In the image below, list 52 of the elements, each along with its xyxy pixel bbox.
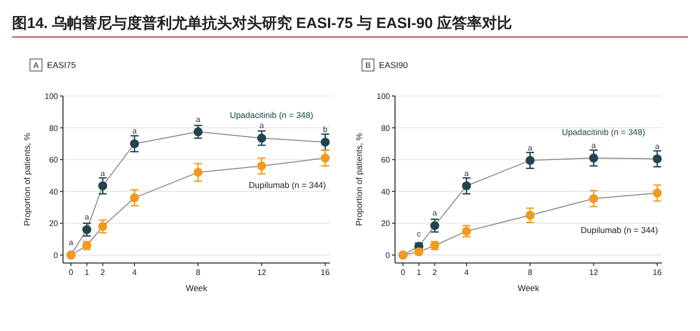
y-tick-label: 40 (381, 187, 391, 196)
x-tick-label: 12 (257, 268, 267, 277)
y-tick-label: 40 (49, 187, 59, 196)
y-tick-label: 60 (381, 156, 391, 165)
chart-subtitle: EASI75 (47, 60, 76, 70)
y-tick-label: 20 (49, 219, 59, 228)
y-tick-label: 0 (386, 251, 391, 260)
text: Upadacitinib (n = 348) (562, 126, 646, 137)
series-label: Dupilumab (n = 344) (248, 180, 326, 190)
chart-title: 图14. 乌帕替尼与度普利尤单抗头对头研究 EASI-75 与 EASI-90 应答率对比 (12, 14, 512, 32)
x-tick-label: 2 (100, 268, 106, 277)
annotation: a (432, 208, 438, 218)
text: A (33, 61, 40, 70)
y-tick-label: 80 (49, 124, 59, 133)
x-tick-label: 0 (68, 268, 74, 277)
y-tick-label: 0 (54, 251, 59, 260)
x-axis-title: Week (186, 283, 208, 293)
annotation: a (464, 168, 470, 178)
chart-subtitle: EASI90 (379, 60, 408, 70)
x-tick-label: 16 (652, 268, 662, 277)
annotation: a (528, 143, 533, 152)
x-tick-label: 4 (132, 268, 138, 277)
annotation: a (591, 141, 596, 150)
y-axis-title: Proportion of patients, % (354, 132, 364, 226)
y-tick-label: 20 (381, 219, 391, 228)
text: B (365, 61, 371, 70)
x-tick-label: 8 (528, 268, 533, 277)
text: Dupilumab (n = 344) (580, 225, 658, 236)
series-label: Upadacitinib (n = 348) (230, 110, 314, 120)
x-tick-label: 4 (464, 268, 470, 277)
y-axis-title: Proportion of patients, % (22, 132, 32, 226)
x-tick-label: 1 (416, 268, 422, 277)
annotation: a (68, 238, 74, 248)
annotation: a (655, 142, 660, 151)
y-tick-label: 60 (49, 156, 59, 165)
annotation: a (132, 126, 138, 136)
annotation: b (323, 125, 328, 134)
y-tick-label: 80 (381, 124, 391, 133)
annotation: a (84, 212, 90, 222)
x-tick-label: 0 (400, 268, 406, 277)
x-tick-label: 1 (84, 268, 90, 277)
y-tick-label: 100 (44, 92, 59, 101)
x-tick-label: 2 (432, 268, 438, 277)
x-tick-label: 12 (589, 268, 599, 277)
x-tick-label: 16 (320, 268, 330, 277)
x-axis-title: Week (518, 283, 540, 293)
annotation: a (100, 168, 106, 178)
annotation: a (259, 121, 264, 130)
annotation: c (416, 229, 421, 238)
annotation: a (196, 114, 201, 124)
y-tick-label: 100 (376, 92, 391, 101)
x-tick-label: 8 (196, 268, 201, 277)
